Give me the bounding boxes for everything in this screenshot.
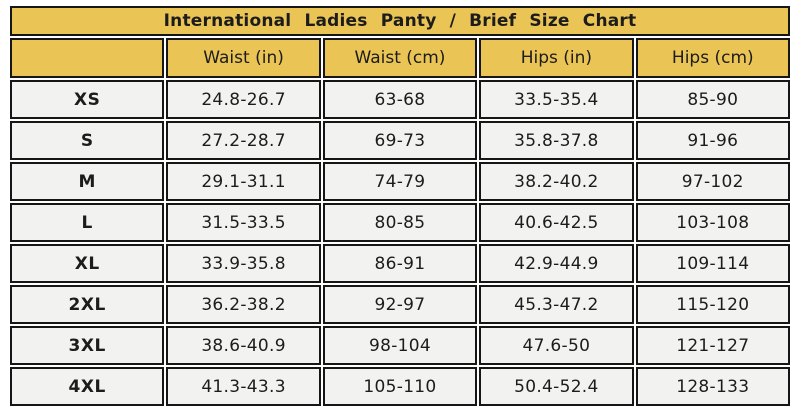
- title-row: International Ladies Panty / Brief Size …: [10, 6, 790, 36]
- size-label-cell: S: [10, 121, 165, 160]
- measurement-value-cell: 86-91: [322, 244, 478, 283]
- table-row: 2XL 36.2-38.2 92-97 45.3-47.2 115-120: [10, 285, 790, 324]
- measurement-value-cell: 121-127: [635, 326, 790, 365]
- measurement-value-cell: 38.6-40.9: [166, 326, 321, 365]
- size-label-cell: XS: [10, 80, 165, 119]
- measurement-value-cell: 40.6-42.5: [479, 203, 634, 242]
- table-row: S 27.2-28.7 69-73 35.8-37.8 91-96: [10, 121, 790, 160]
- measurement-value-cell: 92-97: [322, 285, 478, 324]
- size-label-cell: XL: [10, 244, 165, 283]
- column-header-size: [10, 38, 165, 78]
- measurement-value-cell: 27.2-28.7: [166, 121, 321, 160]
- measurement-value-cell: 74-79: [322, 162, 478, 201]
- column-header-row: Waist (in) Waist (cm) Hips (in) Hips (cm…: [10, 38, 790, 78]
- measurement-value-cell: 97-102: [635, 162, 790, 201]
- size-table-body: XS 24.8-26.7 63-68 33.5-35.4 85-90 S 27.2-28.7…: [10, 80, 790, 406]
- size-label-cell: 2XL: [10, 285, 165, 324]
- measurement-value-cell: 115-120: [635, 285, 790, 324]
- measurement-value-cell: 63-68: [322, 80, 478, 119]
- column-header-hips-cm: Hips (cm): [635, 38, 790, 78]
- measurement-value-cell: 105-110: [322, 367, 478, 406]
- measurement-value-cell: 35.8-37.8: [479, 121, 634, 160]
- chart-title: International Ladies Panty / Brief Size …: [10, 6, 790, 36]
- measurement-value-cell: 36.2-38.2: [166, 285, 321, 324]
- measurement-value-cell: 109-114: [635, 244, 790, 283]
- table-row: M 29.1-31.1 74-79 38.2-40.2 97-102: [10, 162, 790, 201]
- table-row: XS 24.8-26.7 63-68 33.5-35.4 85-90: [10, 80, 790, 119]
- measurement-value-cell: 69-73: [322, 121, 478, 160]
- column-header-hips-in: Hips (in): [479, 38, 634, 78]
- measurement-value-cell: 91-96: [635, 121, 790, 160]
- measurement-value-cell: 85-90: [635, 80, 790, 119]
- measurement-value-cell: 50.4-52.4: [479, 367, 634, 406]
- measurement-value-cell: 98-104: [322, 326, 478, 365]
- table-row: XL 33.9-35.8 86-91 42.9-44.9 109-114: [10, 244, 790, 283]
- measurement-value-cell: 33.9-35.8: [166, 244, 321, 283]
- size-label-cell: 3XL: [10, 326, 165, 365]
- table-row: 4XL 41.3-43.3 105-110 50.4-52.4 128-133: [10, 367, 790, 406]
- table-row: 3XL 38.6-40.9 98-104 47.6-50 121-127: [10, 326, 790, 365]
- measurement-value-cell: 42.9-44.9: [479, 244, 634, 283]
- column-header-waist-cm: Waist (cm): [322, 38, 478, 78]
- size-label-cell: 4XL: [10, 367, 165, 406]
- measurement-value-cell: 31.5-33.5: [166, 203, 321, 242]
- measurement-value-cell: 45.3-47.2: [479, 285, 634, 324]
- column-header-waist-in: Waist (in): [166, 38, 321, 78]
- size-label-cell: L: [10, 203, 165, 242]
- measurement-value-cell: 80-85: [322, 203, 478, 242]
- size-chart-table: International Ladies Panty / Brief Size …: [8, 4, 792, 408]
- measurement-value-cell: 33.5-35.4: [479, 80, 634, 119]
- measurement-value-cell: 128-133: [635, 367, 790, 406]
- measurement-value-cell: 29.1-31.1: [166, 162, 321, 201]
- size-label-cell: M: [10, 162, 165, 201]
- measurement-value-cell: 38.2-40.2: [479, 162, 634, 201]
- measurement-value-cell: 41.3-43.3: [166, 367, 321, 406]
- measurement-value-cell: 24.8-26.7: [166, 80, 321, 119]
- table-row: L 31.5-33.5 80-85 40.6-42.5 103-108: [10, 203, 790, 242]
- measurement-value-cell: 103-108: [635, 203, 790, 242]
- measurement-value-cell: 47.6-50: [479, 326, 634, 365]
